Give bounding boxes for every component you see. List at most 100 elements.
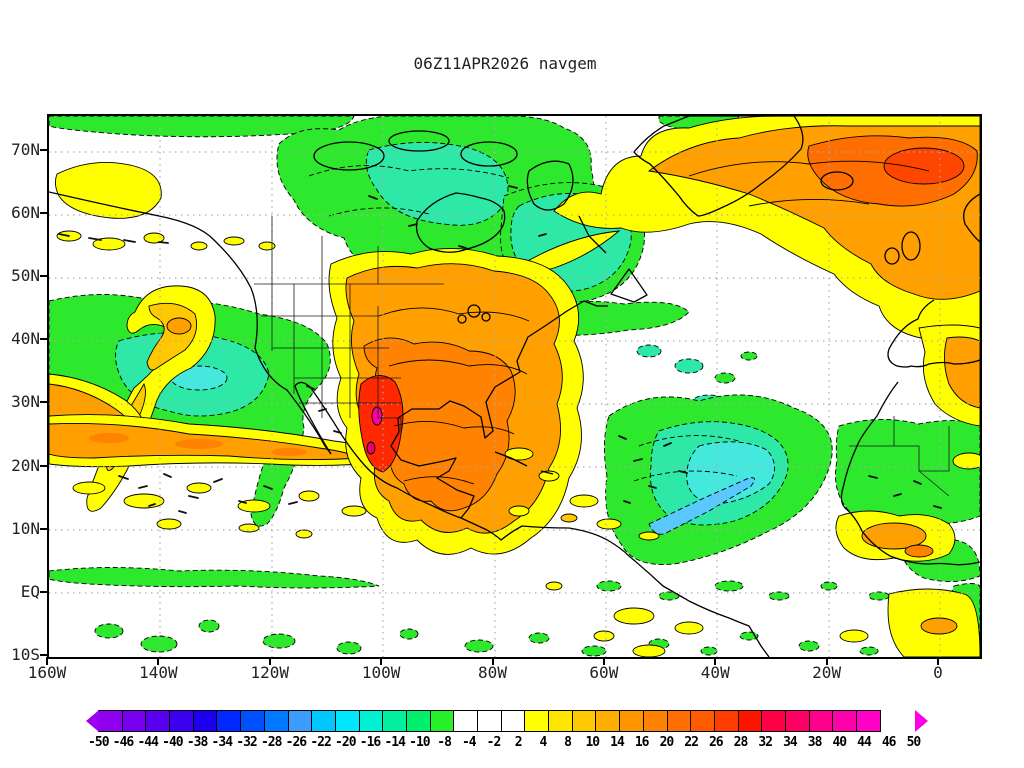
lat-tick-label: 30N bbox=[11, 392, 40, 412]
caribbean-yellows bbox=[504, 447, 660, 541]
colorbar-boundary-label: -44 bbox=[137, 735, 159, 750]
colorbar-cell bbox=[856, 710, 881, 732]
alaska-yellow bbox=[54, 161, 162, 219]
colorbar-cell bbox=[808, 710, 834, 732]
contour-noise-speckles bbox=[58, 185, 942, 514]
negative-contour-3 bbox=[638, 435, 740, 447]
lat-tick-mark bbox=[40, 149, 48, 151]
colorbar-boundary-label: 32 bbox=[758, 735, 773, 750]
colorbar-cell bbox=[500, 710, 526, 732]
scattered-tropical-greens bbox=[94, 580, 890, 657]
iberia-coast bbox=[887, 299, 980, 368]
colorbar-cell bbox=[405, 710, 431, 732]
colorbar-cell bbox=[642, 710, 668, 732]
lake-3 bbox=[457, 314, 467, 324]
colorbar-boundary-label: -22 bbox=[310, 735, 332, 750]
mexico-magenta-max-2 bbox=[366, 441, 376, 455]
colorbar-cell bbox=[169, 710, 194, 732]
aleutian-yellows bbox=[56, 230, 276, 251]
arctic-island-3 bbox=[460, 141, 518, 167]
medit-yellow bbox=[952, 452, 980, 470]
natl-red-spot bbox=[883, 147, 965, 185]
colorbar-boundary-label: -40 bbox=[162, 735, 184, 750]
colorbar-cell bbox=[784, 710, 810, 732]
colorbar-boundary-label: -14 bbox=[384, 735, 406, 750]
colorbar-cell bbox=[192, 710, 218, 732]
lon-tick-label: 80W bbox=[478, 663, 507, 682]
newfoundland bbox=[610, 268, 648, 303]
tropical-atlantic-blue-streak bbox=[648, 477, 755, 535]
gulf-east-coast bbox=[397, 300, 608, 439]
colorbar-cell bbox=[666, 710, 692, 732]
colorbar-cell bbox=[334, 710, 360, 732]
colorbar-boundary-label: 40 bbox=[832, 735, 847, 750]
tropical-pacific-scattered-yellows bbox=[72, 481, 367, 539]
lat-tick-label: 50N bbox=[11, 266, 40, 286]
lat-tick-mark bbox=[40, 338, 48, 341]
lon-tick-mark bbox=[380, 657, 383, 665]
colorbar-cell bbox=[737, 710, 763, 732]
colorbar-boundary-label: -8 bbox=[437, 735, 452, 750]
colorbar-cell bbox=[548, 710, 573, 732]
colorbar-boundary-label: 22 bbox=[684, 735, 699, 750]
lon-tick-mark bbox=[937, 657, 939, 665]
lon-tick-label: 140W bbox=[139, 663, 178, 682]
arctic-island-1 bbox=[313, 141, 385, 171]
colorbar-legend: -50 -46 -44 -40 -38 -34 -32 -28 -26 -22 -20 -16 -14-… bbox=[86, 710, 937, 758]
lat-tick-label: EQ bbox=[20, 581, 40, 601]
colorbar-boundary-label: 38 bbox=[807, 735, 823, 750]
colorbar-cell bbox=[453, 710, 478, 732]
tropical-pacific-gold-specks bbox=[89, 433, 307, 456]
colorbar-cell bbox=[358, 710, 384, 732]
lat-tick-label: 10S bbox=[11, 644, 40, 664]
colorbar-boundary-label: 14 bbox=[610, 735, 625, 750]
pacific-swirl-orange bbox=[166, 317, 192, 335]
arctic-green-strip-west bbox=[49, 116, 355, 138]
colorbar-boundary-label: 10 bbox=[585, 735, 600, 750]
lat-tick-label: 70N bbox=[11, 140, 40, 159]
colorbar-cell bbox=[690, 710, 715, 732]
positive-contour-1 bbox=[688, 160, 930, 177]
lon-tick-label: 40W bbox=[700, 663, 730, 682]
south-america-yellows bbox=[545, 581, 704, 657]
colorbar-cell bbox=[382, 710, 407, 732]
lon-tick-label: 120W bbox=[250, 663, 290, 682]
arctic-island-2 bbox=[388, 130, 450, 152]
colorbar-boundary-label: 2 bbox=[514, 735, 523, 750]
mexico-central-america-coast bbox=[366, 467, 770, 657]
colorbar-right-arrow bbox=[915, 710, 928, 732]
negative-contour-2 bbox=[328, 207, 430, 217]
norway-coast bbox=[963, 193, 980, 243]
colorbar-boundary-label: -4 bbox=[461, 735, 477, 750]
lon-tick-label: 60W bbox=[589, 663, 619, 682]
colorbar-cell bbox=[713, 710, 739, 732]
north-america-west-coast bbox=[49, 191, 332, 455]
ireland bbox=[884, 247, 900, 265]
atl-patch bbox=[740, 351, 758, 361]
colorbar-left-arrow bbox=[86, 710, 99, 732]
lat-tick-mark bbox=[40, 275, 48, 278]
labrador-coast bbox=[578, 215, 607, 254]
colorbar-cell bbox=[240, 710, 265, 732]
colorbar-boundary-label: 50 bbox=[906, 735, 922, 750]
lon-tick-mark bbox=[491, 657, 494, 665]
lat-tick-mark bbox=[40, 464, 48, 467]
baffin-island bbox=[526, 160, 574, 211]
positive-contour-2 bbox=[748, 199, 870, 207]
colorbar-cell bbox=[311, 710, 336, 732]
colorbar-cell bbox=[98, 710, 123, 732]
atl-patch bbox=[674, 358, 704, 374]
colorbar-cell bbox=[429, 710, 455, 732]
title-line-1: 06Z11APR2026 navgem bbox=[413, 54, 597, 73]
lat-tick-mark bbox=[40, 590, 48, 593]
lon-tick-mark bbox=[157, 657, 160, 665]
coastlines bbox=[49, 116, 980, 657]
colorbar-boundary-label: 26 bbox=[708, 735, 724, 750]
colorbar-cell bbox=[477, 710, 502, 732]
colorbar-boundary-label: 16 bbox=[634, 735, 650, 750]
colorbar-boundary-label: -50 bbox=[88, 735, 110, 750]
mexico-yucatan-coast bbox=[390, 431, 475, 519]
lon-tick-label: 160W bbox=[27, 663, 67, 682]
colorbar-boundary-label: 8 bbox=[564, 735, 572, 750]
colorbar-boundary-label: -26 bbox=[285, 735, 308, 750]
